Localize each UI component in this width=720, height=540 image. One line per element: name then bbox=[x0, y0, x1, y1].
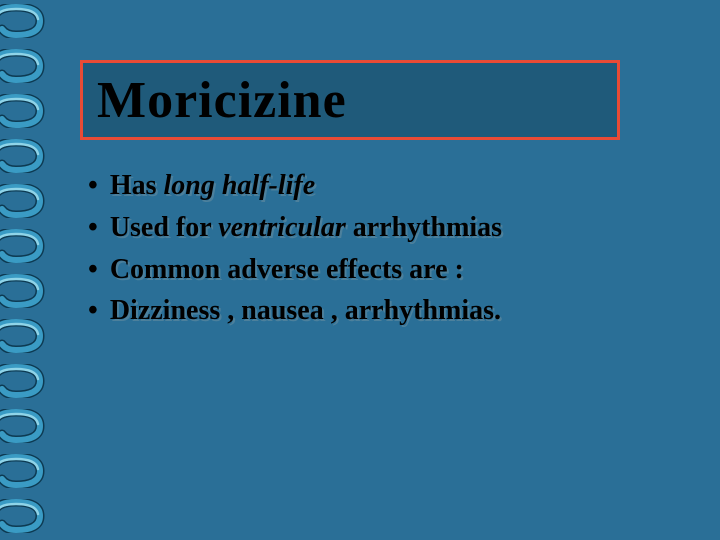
bullet-list: • Has long half-life • Used for ventricular… bbox=[88, 168, 710, 335]
spiral-ring-icon bbox=[0, 454, 48, 488]
bullet-text: Has long half-life bbox=[110, 168, 315, 204]
bullet-text: Common adverse effects are : bbox=[110, 252, 464, 288]
slide-title: Moricizine bbox=[97, 71, 347, 130]
bullet-dot-icon: • bbox=[88, 210, 98, 246]
spiral-binding bbox=[0, 0, 56, 540]
bullet-dot-icon: • bbox=[88, 252, 98, 288]
bullet-text: Used for ventricular arrhythmias bbox=[110, 210, 502, 246]
bullet-text-prefix: Used for bbox=[110, 212, 218, 243]
slide-content: Moricizine • Has long half-life • Used for … bbox=[80, 0, 720, 540]
bullet-text-prefix: Common adverse effects are : bbox=[110, 254, 464, 285]
spiral-ring-icon bbox=[0, 499, 48, 533]
bullet-text-suffix: arrhythmias bbox=[346, 212, 502, 243]
bullet-item: • Has long half-life bbox=[88, 168, 710, 204]
bullet-text-italic: long half-life bbox=[164, 170, 316, 201]
spiral-ring-icon bbox=[0, 184, 48, 218]
spiral-ring-icon bbox=[0, 49, 48, 83]
spiral-ring-icon bbox=[0, 4, 48, 38]
bullet-text-prefix: Dizziness , nausea , arrhythmias. bbox=[110, 295, 501, 326]
spiral-ring-icon bbox=[0, 319, 48, 353]
spiral-ring-icon bbox=[0, 229, 48, 263]
title-box: Moricizine bbox=[80, 60, 620, 140]
spiral-ring-icon bbox=[0, 364, 48, 398]
bullet-item: • Used for ventricular arrhythmias bbox=[88, 210, 710, 246]
bullet-item: • Dizziness , nausea , arrhythmias. bbox=[88, 293, 710, 329]
spiral-ring-icon bbox=[0, 274, 48, 308]
bullet-item: • Common adverse effects are : bbox=[88, 252, 710, 288]
spiral-ring-icon bbox=[0, 409, 48, 443]
spiral-ring-icon bbox=[0, 94, 48, 128]
bullet-dot-icon: • bbox=[88, 293, 98, 329]
bullet-text-prefix: Has bbox=[110, 170, 164, 201]
bullet-text: Dizziness , nausea , arrhythmias. bbox=[110, 293, 501, 329]
spiral-ring-icon bbox=[0, 139, 48, 173]
bullet-dot-icon: • bbox=[88, 168, 98, 204]
bullet-text-italic: ventricular bbox=[218, 212, 346, 243]
